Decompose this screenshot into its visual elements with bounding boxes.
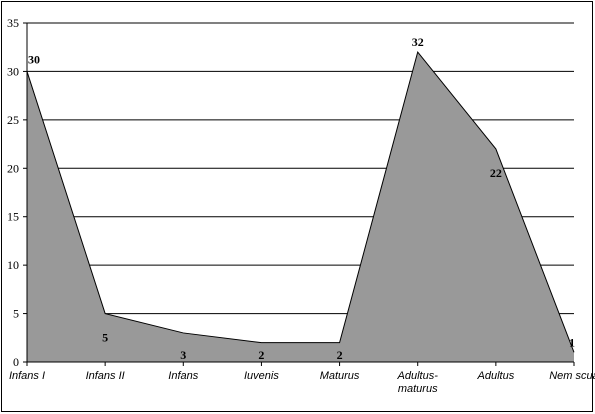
x-tick-label-line: Adultus- <box>397 370 439 382</box>
x-tick-label-line: Nem scua <box>549 370 595 382</box>
data-label-0-3: 2 <box>258 348 264 362</box>
y-tick-label-20: 20 <box>7 161 19 175</box>
y-tick-label-35: 35 <box>7 16 19 30</box>
x-tick-label-line: Infans II <box>86 370 125 382</box>
data-label-0-2: 3 <box>180 348 186 362</box>
data-label-0-5: 32 <box>412 35 424 49</box>
x-tick-label-2: Infans <box>168 370 198 382</box>
x-tick-label-line: Infans <box>168 370 198 382</box>
y-tick-label-5: 5 <box>13 307 19 321</box>
y-tick-label-30: 30 <box>7 64 19 78</box>
x-tick-label-line: Adultus <box>477 370 515 382</box>
y-tick-label-15: 15 <box>7 210 19 224</box>
x-tick-label-line: Iuvenis <box>244 370 279 382</box>
data-label-0-0: 30 <box>28 52 40 66</box>
x-tick-label-7: Nem scua <box>549 370 595 382</box>
data-label-0-4: 2 <box>337 348 343 362</box>
x-tick-label-line: Maturus <box>320 370 360 382</box>
series-line-0 <box>26 50 575 353</box>
y-tick-label-25: 25 <box>7 113 19 127</box>
x-tick-label-1: Infans II <box>86 370 125 382</box>
x-tick-label-6: Adultus <box>477 370 515 382</box>
data-label-0-6: 22 <box>490 166 502 180</box>
x-tick-label-5: Adultus-maturus <box>397 370 439 395</box>
x-tick-label-4: Maturus <box>320 370 360 382</box>
x-tick-label-line: maturus <box>398 383 438 395</box>
data-label-0-7: 1 <box>569 335 575 349</box>
x-tick-label-line: Infans I <box>9 370 45 382</box>
data-label-0-1: 5 <box>102 331 108 345</box>
y-tick-label-10: 10 <box>7 258 19 272</box>
area-series-0 <box>27 52 574 363</box>
x-tick-label-0: Infans I <box>9 370 45 382</box>
y-tick-label-0: 0 <box>13 355 19 369</box>
x-tick-label-3: Iuvenis <box>244 370 279 382</box>
